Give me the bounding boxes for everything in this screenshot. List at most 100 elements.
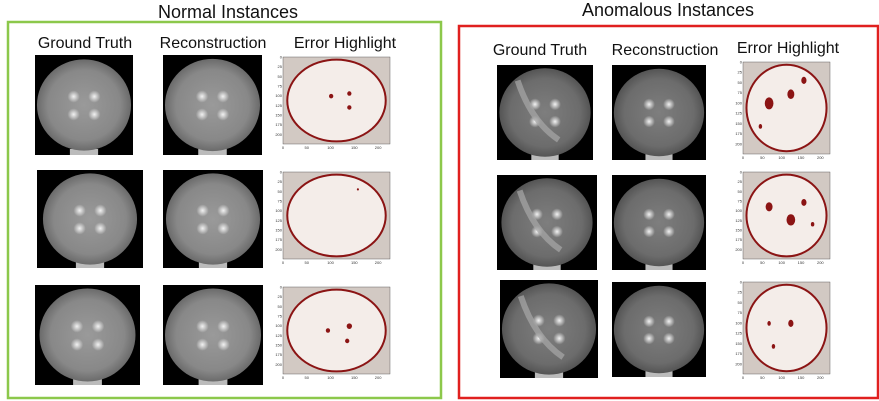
image-spot [553, 332, 565, 344]
y-tick-label: 200 [735, 247, 742, 252]
sample-image [163, 170, 263, 268]
column-header: Ground Truth [493, 42, 587, 59]
image-spot [197, 222, 209, 234]
y-tick-label: 100 [735, 320, 742, 325]
x-tick-label: 50 [760, 260, 765, 265]
panel-title: Normal Instances [158, 2, 298, 22]
image-spot [88, 90, 100, 102]
image-spot [643, 99, 655, 111]
y-tick-label: 25 [278, 294, 283, 299]
image-disk [165, 59, 260, 151]
image-spot [217, 222, 229, 234]
image-disk [165, 288, 261, 381]
image-disk [502, 283, 596, 374]
column-header: Ground Truth [38, 35, 132, 52]
error-blob [787, 89, 794, 99]
error-blob [788, 320, 793, 327]
image-spot [196, 320, 208, 332]
image-disk [37, 59, 131, 150]
y-tick-label: 125 [735, 331, 742, 336]
image-disk [614, 69, 704, 157]
y-tick-label: 200 [275, 132, 282, 137]
image-spot [196, 338, 208, 350]
column-header: Error Highlight [294, 35, 397, 52]
y-tick-label: 125 [735, 218, 742, 223]
y-tick-label: 150 [275, 343, 282, 348]
x-tick-label: 0 [282, 260, 285, 265]
y-tick-label: 75 [278, 84, 283, 89]
y-tick-label: 125 [275, 103, 282, 108]
image-spot [217, 204, 229, 216]
x-tick-label: 0 [742, 375, 745, 380]
x-tick-label: 150 [798, 260, 805, 265]
y-tick-label: 50 [278, 304, 283, 309]
sample-image [497, 175, 597, 270]
image-spot [88, 108, 100, 120]
error-disk [287, 60, 385, 142]
image-spot [549, 98, 561, 110]
y-tick-label: 125 [275, 218, 282, 223]
image-disk [501, 178, 592, 266]
y-tick-label: 100 [275, 323, 282, 328]
sample-image [497, 65, 593, 160]
image-spot [197, 204, 209, 216]
x-tick-label: 100 [778, 260, 785, 265]
error-blob [765, 97, 774, 109]
x-tick-label: 50 [305, 375, 310, 380]
sample-image [37, 170, 143, 268]
x-tick-label: 0 [282, 145, 285, 150]
error-blob [772, 344, 775, 349]
image-spot [663, 116, 675, 128]
sample-image [163, 285, 263, 385]
error-blob [759, 124, 762, 129]
y-tick-label: 75 [738, 90, 743, 95]
image-disk [43, 173, 137, 264]
y-tick-label: 175 [735, 131, 742, 136]
y-tick-label: 150 [275, 228, 282, 233]
y-tick-label: 200 [275, 247, 282, 252]
y-tick-label: 50 [738, 189, 743, 194]
y-tick-label: 0 [280, 285, 283, 290]
x-tick-label: 150 [351, 260, 358, 265]
x-tick-label: 200 [375, 375, 382, 380]
y-tick-label: 125 [735, 111, 742, 116]
y-tick-label: 100 [275, 208, 282, 213]
y-tick-label: 200 [275, 362, 282, 367]
error-disk [746, 285, 826, 371]
x-tick-label: 200 [375, 260, 382, 265]
y-tick-label: 25 [738, 290, 743, 295]
x-tick-label: 50 [760, 375, 765, 380]
error-plot: 0255075100125150175200050100150200 [735, 170, 830, 266]
y-tick-label: 75 [738, 310, 743, 315]
image-spot [71, 320, 83, 332]
x-tick-label: 50 [305, 145, 310, 150]
y-tick-label: 75 [278, 199, 283, 204]
error-blob [767, 321, 770, 326]
error-plot: 0255075100125150175200050100150200 [735, 280, 830, 381]
y-tick-label: 0 [280, 170, 283, 175]
error-blob [811, 222, 814, 227]
error-blob [347, 91, 351, 96]
image-spot [74, 222, 86, 234]
column-header: Error Highlight [737, 40, 840, 57]
y-tick-label: 50 [738, 300, 743, 305]
image-spot [643, 116, 655, 128]
error-blob [345, 339, 349, 344]
y-tick-label: 0 [740, 60, 743, 65]
y-tick-label: 175 [275, 122, 282, 127]
sample-image [612, 282, 706, 377]
image-disk [614, 286, 704, 374]
image-spot [553, 314, 565, 326]
x-tick-label: 100 [327, 375, 334, 380]
sample-image [35, 285, 140, 385]
y-tick-label: 50 [278, 74, 283, 79]
image-spot [94, 222, 106, 234]
error-blob [326, 328, 330, 333]
image-spot [217, 338, 229, 350]
image-spot [551, 208, 563, 220]
image-spot [663, 226, 675, 238]
column-header: Reconstruction [612, 42, 719, 59]
x-tick-label: 200 [817, 260, 824, 265]
